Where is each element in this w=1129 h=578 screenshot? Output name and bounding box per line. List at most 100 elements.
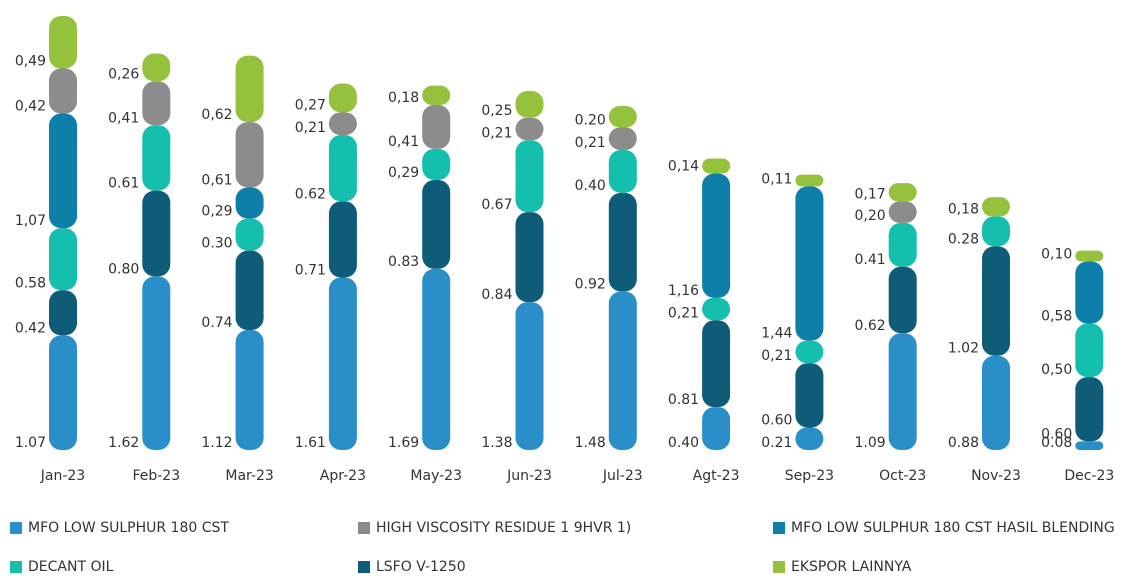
- data-label: 0,26: [108, 66, 139, 82]
- bar-segment: [515, 212, 544, 303]
- bar-segment: [608, 127, 637, 150]
- legend-label: MFO LOW SULPHUR 180 CST HASIL BLENDING: [791, 520, 1115, 536]
- data-label: 0,27: [295, 97, 326, 113]
- data-label: 0,18: [388, 90, 419, 106]
- legend-swatch: [358, 561, 370, 573]
- bar-segment: [702, 173, 731, 298]
- data-label: 0.42: [15, 320, 46, 336]
- data-label: 1.38: [481, 435, 512, 451]
- bar-segment: [235, 55, 264, 123]
- bar-segment: [422, 268, 451, 450]
- bar-segment: [235, 218, 264, 251]
- data-label: 1,16: [668, 283, 699, 299]
- x-tick-label: Feb-23: [132, 468, 180, 484]
- bar-segment: [49, 113, 77, 229]
- bar-segment: [982, 355, 1010, 450]
- bar-segment: [49, 16, 77, 69]
- bar-segment: [795, 186, 824, 341]
- bar-segment: [795, 363, 824, 428]
- data-label: 0.84: [481, 287, 512, 303]
- bar-segment: [795, 340, 824, 364]
- data-label: 0.28: [948, 231, 979, 247]
- bar-segment: [702, 320, 731, 408]
- bar-segment: [888, 266, 917, 334]
- data-label: 0,21: [295, 120, 326, 136]
- legend-swatch: [773, 522, 785, 534]
- bar-segment: [328, 134, 357, 202]
- bar-segment: [235, 329, 264, 450]
- data-label: 0,41: [388, 134, 419, 150]
- data-label: 0.71: [295, 262, 326, 278]
- data-label: 0.30: [201, 236, 232, 252]
- bar-segment: [795, 427, 824, 450]
- bar-segment: [49, 335, 77, 450]
- data-label: 0,17: [855, 186, 886, 202]
- legend-label: LSFO V-1250: [376, 559, 466, 574]
- bar-segment: [982, 197, 1010, 217]
- data-label: 0.21: [761, 435, 792, 451]
- legend-label: DECANT OIL: [28, 559, 114, 574]
- legend-label: EKSPOR LAINNYA: [791, 559, 912, 574]
- data-label: 0,29: [201, 204, 232, 220]
- bar-segment: [142, 276, 171, 450]
- x-tick-label: Agt-23: [693, 468, 740, 484]
- data-label: 1.02: [948, 341, 979, 357]
- bar-segment: [888, 222, 917, 267]
- bar-segment: [608, 106, 637, 128]
- x-tick-label: Jun-23: [506, 468, 552, 484]
- bar-segment: [49, 68, 77, 114]
- data-label: 0.40: [668, 435, 699, 451]
- data-label: 0,10: [1041, 246, 1072, 262]
- legend-label: HIGH VISCOSITY RESIDUE 1 9HVR 1): [376, 520, 631, 536]
- bar-segment: [702, 407, 731, 450]
- data-label: 0.08: [1041, 435, 1072, 451]
- data-label: 0,29: [388, 165, 419, 181]
- data-label: 0,18: [948, 201, 979, 217]
- x-tick-label: May-23: [410, 468, 462, 484]
- bar-segment: [328, 112, 357, 135]
- data-label: 0,11: [761, 171, 792, 187]
- data-label: 0.92: [575, 276, 606, 292]
- bar-segment: [142, 81, 171, 126]
- data-label: 0,21: [668, 305, 699, 321]
- bar-segment: [982, 246, 1010, 356]
- legend-swatch: [773, 561, 785, 573]
- bar-segment: [1075, 441, 1104, 450]
- bar-segment: [235, 122, 264, 188]
- data-label: 1.48: [575, 435, 606, 451]
- data-label: 0,49: [15, 54, 46, 70]
- bar-segment: [422, 148, 451, 180]
- x-tick-label: Apr-23: [320, 468, 366, 484]
- data-label: 0,21: [575, 135, 606, 151]
- bar-segment: [515, 117, 544, 141]
- bar-segment: [608, 291, 637, 450]
- x-tick-label: Dec-23: [1064, 468, 1114, 484]
- data-label: 0.41: [855, 252, 886, 268]
- data-label: 0,58: [1041, 309, 1072, 325]
- data-label: 0,50: [1041, 362, 1072, 378]
- bar-segment: [888, 201, 917, 223]
- bar-segment: [49, 228, 77, 291]
- bar-segment: [1075, 323, 1104, 378]
- bar-segment: [142, 53, 171, 82]
- data-label: 0.81: [668, 392, 699, 408]
- data-label: 1.61: [295, 435, 326, 451]
- bar-segment: [888, 333, 917, 450]
- bar-segment: [235, 250, 264, 330]
- bar-segment: [515, 302, 544, 450]
- data-label: 1.07: [15, 435, 46, 451]
- data-label: 0.58: [15, 275, 46, 291]
- data-label: 1,44: [761, 326, 792, 342]
- data-label: 0,62: [201, 107, 232, 123]
- legend-swatch: [10, 561, 22, 573]
- bar-segment: [982, 216, 1010, 247]
- data-label: 0.20: [575, 112, 606, 128]
- x-tick-label: Jul-23: [602, 468, 643, 484]
- data-label: 0.60: [1041, 426, 1072, 442]
- bar-segment: [328, 201, 357, 278]
- bar-segment: [142, 190, 171, 277]
- bar-segment: [702, 158, 731, 174]
- data-label: 0.83: [388, 254, 419, 270]
- bar-segment: [1075, 261, 1104, 324]
